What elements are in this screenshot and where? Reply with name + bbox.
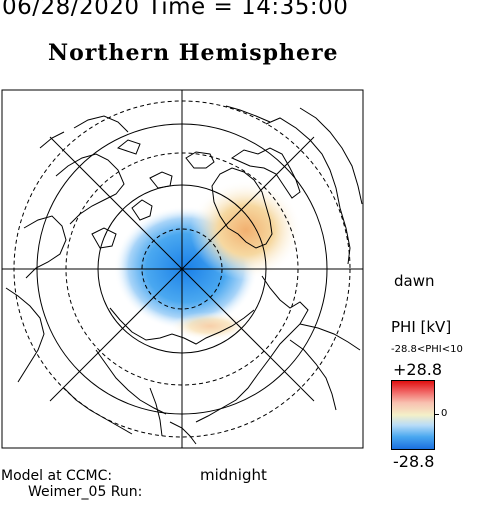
datetime-title: 06/28/2020 Time = 14:35:00 (2, 0, 349, 20)
colorbar-max-label: +28.8 (393, 360, 443, 379)
colorbar-min-label: -28.8 (393, 452, 435, 471)
colorbar-zero-label: 0 (441, 408, 448, 419)
positive-potential-cell (190, 180, 302, 280)
positive-potential-tail (170, 312, 250, 340)
model-label: Model at CCMC: (1, 468, 113, 484)
coastlines (5, 105, 363, 445)
colorbar-title: PHI [kV] (391, 318, 452, 336)
polar-map-plot (1, 89, 364, 449)
hemisphere-title: Northern Hemisphere (48, 40, 339, 66)
midnight-label: midnight (200, 466, 267, 484)
run-label: Weimer_05 Run: (28, 484, 143, 500)
dawn-label: dawn (394, 272, 435, 290)
colorbar (391, 380, 435, 450)
colorbar-range: -28.8<PHI<10 (391, 344, 463, 355)
meridian-diagonal-2 (49, 136, 315, 402)
colorbar-zero-tick (434, 414, 439, 415)
